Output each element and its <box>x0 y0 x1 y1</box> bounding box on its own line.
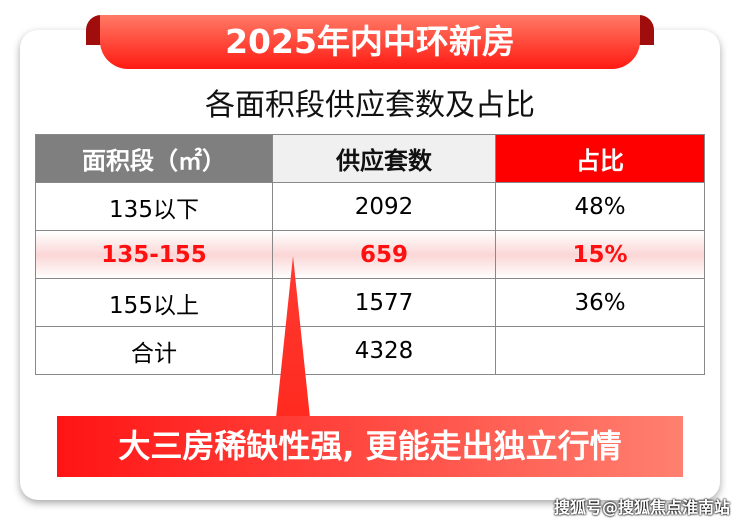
cell-area: 135以下 <box>35 182 273 231</box>
table-row: 135以下 2092 48% <box>35 182 705 231</box>
cell-units: 2092 <box>272 182 496 231</box>
cell-share: 36% <box>495 278 705 327</box>
table-row-highlighted: 135-155 659 15% <box>35 230 705 279</box>
cell-units: 1577 <box>272 278 496 327</box>
cell-area: 135-155 <box>35 230 273 279</box>
table-header: 面积段（㎡） 供应套数 占比 <box>35 134 705 183</box>
subtitle: 各面积段供应套数及占比 <box>205 88 535 123</box>
header-area: 面积段（㎡） <box>35 134 273 183</box>
cell-share <box>495 326 705 375</box>
header-units: 供应套数 <box>272 134 496 183</box>
cell-share: 48% <box>495 182 705 231</box>
header-share: 占比 <box>495 134 705 183</box>
cell-area: 合计 <box>35 326 273 375</box>
title-banner: 2025年内中环新房 <box>100 15 640 69</box>
cell-units: 659 <box>272 230 496 279</box>
supply-table: 面积段（㎡） 供应套数 占比 135以下 2092 48% 135-155 65… <box>35 134 705 375</box>
watermark: 搜狐号@搜狐焦点淮南站 <box>553 498 730 517</box>
table-row-total: 合计 4328 <box>35 326 705 375</box>
cell-units: 4328 <box>272 326 496 375</box>
callout-banner: 大三房稀缺性强, 更能走出独立行情 <box>57 416 683 477</box>
cell-area: 155以上 <box>35 278 273 327</box>
cell-share: 15% <box>495 230 705 279</box>
table-row: 155以上 1577 36% <box>35 278 705 327</box>
